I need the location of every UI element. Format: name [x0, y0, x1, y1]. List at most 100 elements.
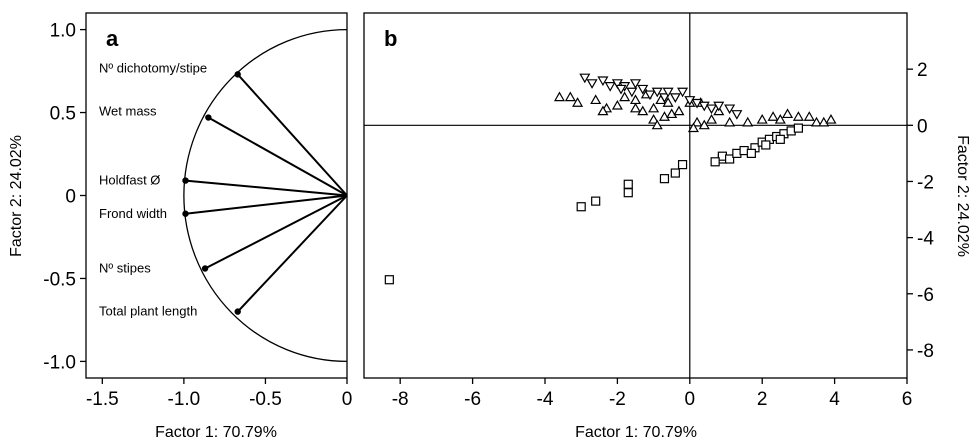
square-point [591, 196, 601, 206]
triangle-down-point [611, 79, 623, 89]
loading-vector-0 [236, 73, 348, 197]
loading-vectors: Nº dichotomy/stipe Wet mass Holdfast Ø Fron… [99, 60, 348, 319]
triangle-down-point [604, 82, 616, 92]
variable-label: Nº stipes [99, 261, 151, 276]
triangle-down-point [637, 84, 649, 95]
loading-endpoint-3 [182, 210, 189, 217]
x-tick-label: -0.5 [249, 389, 282, 410]
square-point [659, 174, 670, 184]
x-tick-label: -2 [609, 389, 626, 410]
square-point [623, 188, 633, 198]
square-point [623, 179, 633, 189]
square-point [761, 140, 771, 150]
panel-a-correlation-circle: a Nº dichotomy/stipe Wet mass Holdfast Ø Fr… [8, 12, 353, 441]
triangle-down-point [724, 104, 736, 115]
y-tick-label: -8 [917, 341, 934, 362]
triangle-up-point [564, 91, 576, 102]
loading-vector-2 [185, 179, 348, 197]
x-tick-label: 4 [829, 389, 840, 410]
y-tick-label: -4 [917, 229, 934, 250]
loading-endpoint-1 [205, 114, 212, 121]
loading-vector-1 [207, 116, 348, 197]
panel-a-x-axis-title: Factor 1: 70.79% [155, 424, 277, 441]
x-tick-label: -6 [464, 389, 481, 410]
y-tick-label: -6 [917, 285, 934, 306]
y-tick-label: 0 [917, 116, 928, 137]
variable-label: Nº dichotomy/stipe [99, 60, 207, 75]
triangle-down-point [597, 76, 609, 87]
variable-label: Wet mass [99, 104, 157, 119]
score-points [384, 73, 837, 285]
square-point [670, 168, 680, 178]
variable-label: Total plant length [99, 304, 197, 319]
triangle-down-point [731, 110, 743, 120]
panel-b-y-axis-ticks: 2 0 -2 -4 -6 -8 [907, 60, 934, 362]
triangle-up-point [742, 116, 754, 127]
loading-endpoint-2 [182, 177, 189, 184]
triangle-up-point [629, 94, 642, 105]
y-tick-label: 1.0 [50, 21, 76, 42]
loading-endpoint-4 [201, 265, 209, 272]
y-tick-label: -1.0 [43, 352, 76, 373]
correlation-circle-arc [183, 28, 348, 363]
triangle-up-point [611, 99, 623, 110]
loading-vector-4 [204, 194, 348, 270]
triangle-up-point [658, 111, 670, 121]
triangle-up-point [691, 116, 703, 127]
triangle-down-point [644, 90, 656, 101]
triangle-down-point [629, 79, 642, 89]
triangle-down-point [586, 79, 598, 89]
square-point [725, 154, 735, 164]
triangle-up-point [666, 108, 678, 119]
panel-b-y-axis-title: Factor 2: 24.02% [954, 135, 971, 257]
variable-label: Frond width [99, 206, 167, 221]
x-tick-label: -4 [537, 389, 554, 410]
triangle-up-point [767, 111, 779, 121]
panel-b-letter: b [384, 26, 397, 51]
square-point [775, 134, 785, 144]
triangle-up-point [651, 119, 663, 130]
square-point [677, 160, 688, 170]
x-tick-label: -1.0 [168, 389, 201, 410]
panel-b-frame [363, 12, 908, 379]
loading-vector-3 [185, 194, 348, 215]
loading-endpoint-0 [234, 71, 241, 78]
triangle-down-point [705, 104, 718, 115]
x-tick-label: -8 [392, 389, 409, 410]
triangle-up-point [756, 113, 768, 124]
triangle-down-point [658, 93, 670, 103]
panel-b-score-plot: b -8 -6 -4 -2 0 2 4 6 2 0 -2 -4 -6 -8 Factor 1: 70.7… [363, 12, 971, 441]
loading-endpoint-5 [234, 308, 241, 315]
y-tick-label: 2 [917, 60, 928, 81]
triangle-up-point [648, 113, 660, 124]
triangle-up-point [810, 116, 823, 127]
triangle-up-point [825, 113, 837, 124]
triangle-up-point [818, 116, 830, 127]
triangle-up-point [637, 105, 649, 116]
y-tick-label: 0 [65, 187, 76, 208]
triangle-down-point [662, 87, 674, 98]
panel-b-x-axis-ticks: -8 -6 -4 -2 0 2 4 6 [392, 378, 912, 410]
triangle-up-point [597, 105, 609, 116]
triangle-up-point [629, 102, 642, 113]
variable-label: Holdfast Ø [99, 173, 160, 188]
square-point [384, 275, 394, 285]
panel-a-y-axis-ticks: 1.0 0.5 0 -0.5 -1.0 [43, 21, 86, 373]
triangle-down-point [684, 96, 696, 106]
triangle-up-point [687, 122, 699, 133]
triangle-up-point [782, 108, 794, 119]
x-tick-label: 0 [342, 389, 353, 410]
triangle-up-point [673, 105, 685, 116]
y-tick-label: -0.5 [43, 269, 76, 290]
triangle-down-point [713, 101, 725, 112]
square-point [576, 202, 586, 212]
triangle-down-point [626, 87, 638, 98]
y-tick-label: 0.5 [50, 104, 76, 125]
loading-vector-5 [236, 194, 348, 313]
triangle-up-point [572, 97, 584, 107]
triangle-down-point [677, 87, 689, 98]
triangle-down-point [698, 101, 710, 112]
triangle-up-point [662, 97, 674, 107]
triangle-down-point [615, 84, 627, 95]
